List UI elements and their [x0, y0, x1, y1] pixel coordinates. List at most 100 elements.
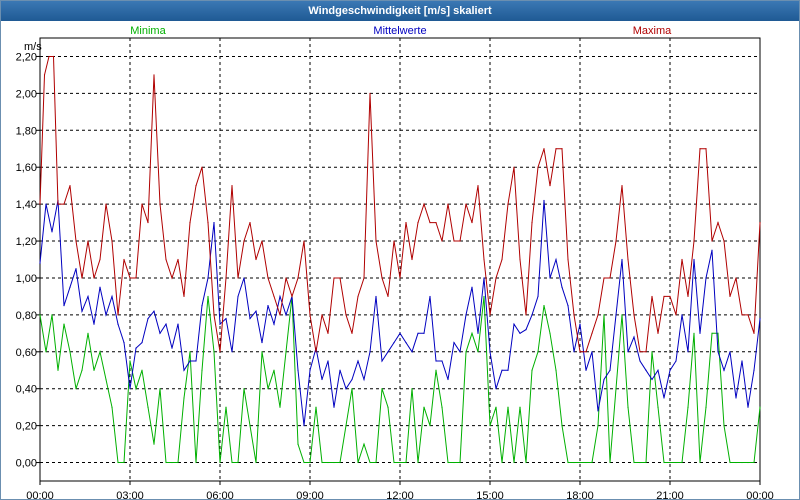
- data-point: [51, 314, 53, 316]
- data-point: [171, 277, 173, 279]
- data-point: [393, 240, 395, 242]
- data-point: [429, 221, 431, 224]
- data-point: [153, 310, 155, 312]
- data-point: [69, 286, 71, 288]
- data-point: [303, 240, 305, 242]
- data-point: [213, 314, 215, 316]
- data-point: [285, 314, 287, 316]
- data-point: [405, 221, 407, 224]
- data-point: [171, 347, 173, 349]
- data-point: [177, 323, 179, 325]
- data-point: [543, 305, 545, 307]
- data-point: [411, 351, 413, 353]
- data-point: [123, 341, 125, 344]
- x-tick-time: 00:00: [26, 490, 54, 500]
- data-point: [639, 351, 641, 353]
- y-tick-label: 0,20: [16, 421, 37, 433]
- data-point: [39, 203, 41, 205]
- y-tick-label: 1,40: [16, 199, 37, 211]
- data-point: [57, 203, 59, 205]
- data-point: [243, 240, 245, 242]
- data-point: [507, 203, 509, 205]
- data-point: [183, 369, 185, 371]
- data-point: [213, 221, 215, 224]
- data-point: [543, 199, 545, 202]
- data-point: [561, 148, 563, 150]
- data-point: [387, 351, 389, 353]
- y-tick-label: 2,20: [16, 51, 37, 63]
- data-point: [141, 203, 143, 205]
- data-point: [123, 258, 125, 261]
- data-point: [315, 351, 317, 353]
- y-tick-label: 0,80: [16, 310, 37, 322]
- data-point: [273, 295, 275, 298]
- data-point: [429, 295, 431, 298]
- data-point: [201, 305, 203, 307]
- data-point: [669, 461, 671, 464]
- x-tick-time: 15:00: [476, 490, 504, 500]
- data-point: [399, 461, 401, 464]
- legend-item-mittelwerte: Mittelwerte: [373, 25, 426, 37]
- data-point: [75, 388, 77, 390]
- data-point: [705, 406, 707, 408]
- data-point: [369, 461, 371, 464]
- data-point: [573, 314, 575, 316]
- data-point: [573, 351, 575, 353]
- data-point: [471, 286, 473, 288]
- data-point: [381, 277, 383, 279]
- data-point: [723, 240, 725, 242]
- data-point: [45, 351, 47, 353]
- data-point: [741, 314, 743, 316]
- data-point: [75, 268, 77, 270]
- data-point: [465, 351, 467, 353]
- data-point: [375, 240, 377, 242]
- data-point: [435, 360, 437, 362]
- data-point: [261, 341, 263, 344]
- data-point: [447, 203, 449, 205]
- data-point: [747, 314, 749, 316]
- data-point: [441, 240, 443, 242]
- data-point: [87, 240, 89, 242]
- data-point: [615, 388, 617, 390]
- data-point: [585, 461, 587, 464]
- data-point: [735, 277, 737, 279]
- data-point: [579, 351, 581, 353]
- x-tick-time: 03:00: [116, 490, 144, 500]
- data-point: [585, 351, 587, 353]
- data-point: [513, 166, 515, 168]
- data-point: [759, 221, 761, 224]
- data-point: [603, 314, 605, 316]
- data-point: [501, 461, 503, 464]
- data-point: [99, 286, 101, 288]
- data-point: [507, 406, 509, 408]
- data-point: [657, 332, 659, 334]
- data-point: [621, 314, 623, 316]
- data-point: [105, 203, 107, 205]
- data-point: [423, 203, 425, 205]
- data-point: [555, 369, 557, 371]
- data-point: [489, 425, 491, 427]
- y-axis-unit: m/s: [24, 41, 42, 53]
- data-point: [663, 295, 665, 298]
- data-point: [609, 277, 611, 279]
- data-point: [189, 221, 191, 224]
- data-point: [231, 461, 233, 464]
- data-point: [297, 369, 299, 371]
- y-tick-label: 1,00: [16, 273, 37, 285]
- data-point: [753, 332, 755, 334]
- data-point: [225, 277, 227, 279]
- data-point: [279, 406, 281, 408]
- data-point: [93, 369, 95, 371]
- data-point: [651, 378, 653, 381]
- data-point: [207, 295, 209, 298]
- data-point: [51, 231, 53, 233]
- data-point: [747, 406, 749, 408]
- y-tick-label: 1,60: [16, 162, 37, 174]
- data-point: [495, 406, 497, 408]
- data-point: [153, 74, 155, 76]
- data-point: [321, 378, 323, 381]
- data-point: [52, 55, 55, 58]
- data-point: [519, 406, 521, 408]
- data-point: [525, 329, 527, 331]
- data-point: [309, 314, 311, 316]
